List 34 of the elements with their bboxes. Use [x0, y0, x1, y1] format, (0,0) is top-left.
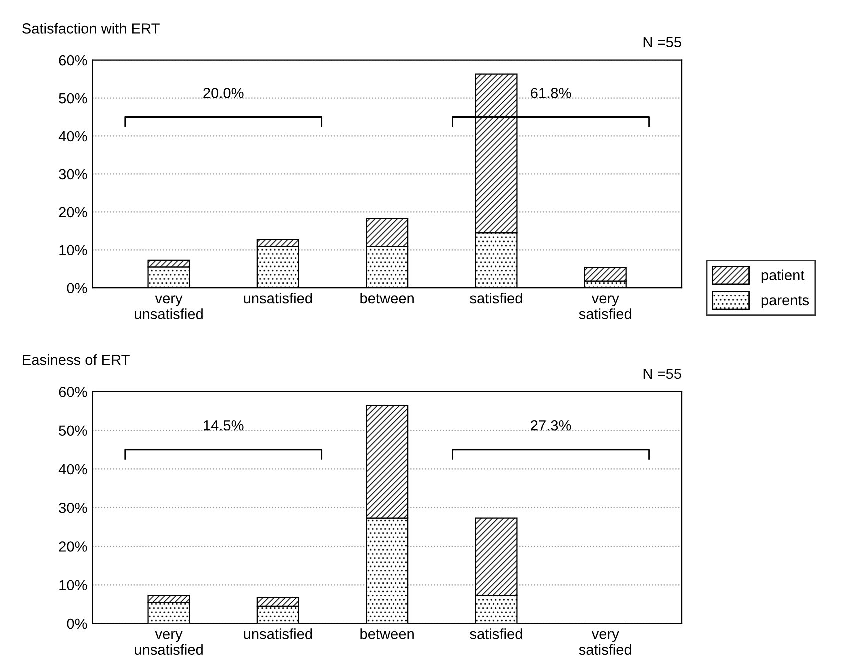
y-tick-label: 0% [67, 283, 88, 294]
y-tick-label: 50% [59, 93, 88, 104]
chart-title: Satisfaction with ERT [22, 23, 160, 34]
chart-title: Easiness of ERT [23, 354, 130, 366]
y-tick-label: 10% [60, 580, 88, 591]
y-tick-label: 40% [58, 131, 88, 142]
x-tick-label: satisfied [470, 292, 522, 304]
y-tick-label: 20% [59, 207, 88, 218]
annotation: 20.0% [204, 88, 244, 98]
y-tick-label: 60% [59, 387, 88, 398]
x-tick-label: very unsatisfied [135, 296, 203, 320]
y-tick-label: 30% [59, 502, 88, 514]
y-tick-label: 30% [59, 169, 88, 180]
annotation: 14.5% [204, 420, 244, 431]
chart-subtitle: N =55 [644, 368, 682, 380]
x-tick-label: between [360, 628, 414, 640]
y-tick-label: 10% [60, 245, 88, 256]
y-tick-label: 20% [59, 542, 88, 552]
y-tick-label: 0% [67, 618, 88, 630]
legend-label: parents [762, 296, 810, 308]
x-tick-label: very satisfied [579, 296, 632, 320]
legend-label: patient [762, 270, 805, 284]
chart-subtitle: N =55 [644, 37, 682, 48]
y-tick-label: 60% [59, 55, 88, 66]
annotation: 27.3% [531, 420, 572, 431]
y-tick-label: 50% [59, 426, 88, 436]
x-tick-label: very satisfied [579, 631, 632, 656]
x-tick-label: unsatisfied [244, 628, 312, 640]
x-tick-label: unsatisfied [244, 292, 312, 304]
x-tick-label: between [360, 292, 414, 304]
y-tick-label: 40% [58, 464, 88, 475]
x-tick-label: very unsatisfied [135, 631, 203, 656]
x-tick-label: satisfied [470, 628, 522, 640]
annotation: 61.8% [531, 88, 572, 98]
